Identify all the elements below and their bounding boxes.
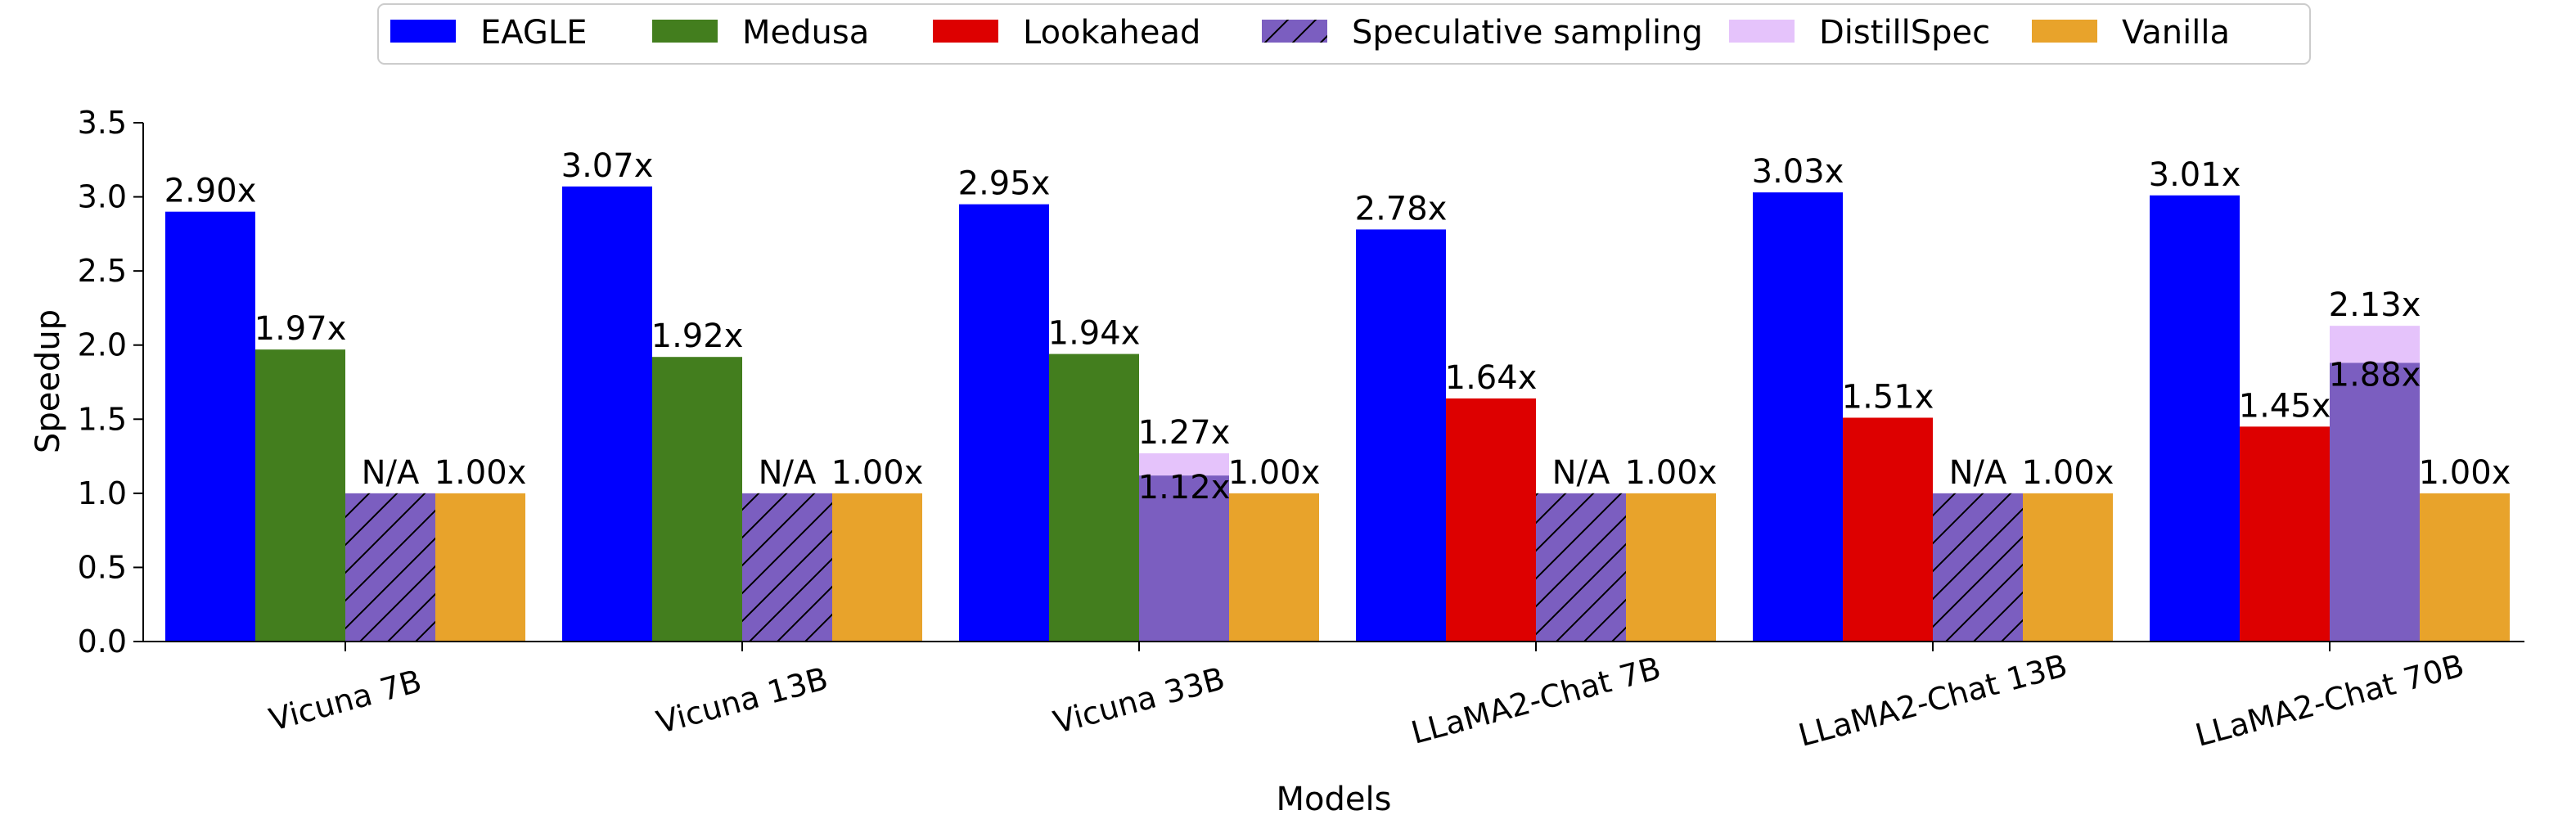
bar-hatch-llama2-chat-7b [1536,493,1626,642]
x-tick-label-llama2-chat-13b: LLaMA2-Chat 13B [1795,647,2070,754]
x-tick-label-vicuna-7b: Vicuna 7B [265,663,425,738]
legend-label-eagle: EAGLE [480,14,588,52]
data-label-vicuna-7b-vanilla: 1.00x [435,454,527,492]
legend-item-distillspec: DistillSpec [1729,14,1990,52]
bar-llama2-chat-70b-lookahead [2240,426,2330,642]
bar-llama2-chat-7b-lookahead [1446,398,1536,642]
legend-label-medusa: Medusa [742,14,869,52]
x-tick-label-llama2-chat-70b: LLaMA2-Chat 70B [2191,647,2467,754]
data-label-vicuna-33b-medusa: 1.94x [1048,315,1141,353]
data-label-llama2-chat-70b-speculative-sampling: 1.88x [2329,356,2421,394]
bar-llama2-chat-13b-eagle [1753,192,1843,642]
data-label-vicuna-7b-medusa: 1.97x [254,310,347,348]
data-label-vicuna-33b-distillspec: 1.27x [1138,414,1231,452]
y-tick-label: 2.5 [78,253,127,289]
legend-label-lookahead: Lookahead [1023,14,1200,52]
y-axis-title: Speedup [29,309,67,453]
data-label-llama2-chat-7b-speculative-sampling: N/A [1552,454,1610,492]
legend-item-eagle: EAGLE [390,14,588,52]
data-label-llama2-chat-7b-vanilla: 1.00x [1625,454,1718,492]
plot-area: 2.90x 1.97x N/A 1.00x 3.07x 1.92x N/A 1.00x 2.95… [78,105,2524,754]
legend-swatch-distillspec [1729,20,1795,43]
bar-llama2-chat-70b-vanilla [2420,493,2510,642]
data-label-llama2-chat-70b-eagle: 3.01x [2149,156,2241,194]
bar-llama2-chat-70b-speculative-sampling [2330,362,2420,642]
data-label-llama2-chat-70b-distillspec: 2.13x [2329,286,2421,324]
legend-swatch-vanilla [2032,20,2097,43]
legend-item-lookahead: Lookahead [933,14,1200,52]
bar-vicuna-33b-medusa [1049,353,1139,642]
bar-llama2-chat-70b-eagle [2150,195,2240,642]
data-label-vicuna-33b-speculative-sampling: 1.12x [1138,469,1231,507]
x-axis-title: Models [1277,781,1392,818]
bar-llama2-chat-7b-vanilla [1626,493,1716,642]
data-label-vicuna-13b-medusa: 1.92x [651,317,744,355]
legend-label-distillspec: DistillSpec [1819,14,1990,52]
legend-frame [377,3,2311,65]
bar-llama2-chat-70b-distillspec [2330,326,2420,363]
y-tick-label: 3.0 [78,179,127,215]
bar-llama2-chat-13b-lookahead [1843,417,1933,642]
legend-swatch-lookahead [933,20,998,43]
bar-vicuna-13b-vanilla [832,493,922,642]
bar-llama2-chat-7b-eagle [1356,229,1446,642]
data-label-llama2-chat-13b-speculative-sampling: N/A [1949,454,2007,492]
x-tick-label-vicuna-33b: Vicuna 33B [1050,660,1229,741]
bar-vicuna-33b-speculative-sampling [1139,475,1229,642]
bar-hatch-vicuna-7b [345,493,435,642]
data-label-vicuna-33b-eagle: 2.95x [958,165,1051,203]
data-label-vicuna-13b-vanilla: 1.00x [831,454,924,492]
legend-item-vanilla: Vanilla [2032,14,2230,52]
bar-hatch-llama2-chat-13b [1933,493,2023,642]
bars [165,186,2510,642]
x-tick-label-vicuna-13b: Vicuna 13B [653,660,832,741]
data-label-llama2-chat-13b-lookahead: 1.51x [1842,378,1934,416]
y-tick-label: 2.0 [78,327,127,363]
data-labels: 2.90x 1.97x N/A 1.00x 3.07x 1.92x N/A 1.00x 2.95… [164,147,2511,507]
data-label-vicuna-7b-eagle: 2.90x [164,173,257,210]
y-tick-label: 1.0 [78,475,127,511]
data-label-llama2-chat-13b-vanilla: 1.00x [2022,454,2114,492]
y-tick-label: 1.5 [78,401,127,437]
legend-item-speculative-sampling: Speculative sampling [1262,14,1703,52]
legend-label-vanilla: Vanilla [2122,14,2230,52]
data-label-llama2-chat-7b-lookahead: 1.64x [1445,359,1538,397]
legend-label-speculative-sampling: Speculative sampling [1352,14,1703,52]
bar-llama2-chat-13b-vanilla [2023,493,2113,642]
data-label-llama2-chat-70b-lookahead: 1.45x [2239,387,2331,425]
data-label-vicuna-13b-eagle: 3.07x [561,147,654,185]
bar-vicuna-33b-vanilla [1229,493,1319,642]
data-label-vicuna-13b-speculative-sampling: N/A [759,454,817,492]
bar-vicuna-33b-eagle [959,204,1049,642]
data-label-vicuna-7b-speculative-sampling: N/A [362,454,420,492]
data-label-llama2-chat-70b-vanilla: 1.00x [2419,454,2511,492]
bar-vicuna-13b-eagle [562,186,652,642]
y-tick-label: 0.0 [78,624,127,660]
bar-vicuna-7b-eagle [165,211,255,642]
bar-hatch-vicuna-13b [742,493,832,642]
data-label-llama2-chat-13b-eagle: 3.03x [1752,153,1844,191]
legend-swatch-eagle [390,20,456,43]
x-axis: Vicuna 7B Vicuna 13B Vicuna 33B LLaMA2-Chat… [142,641,2524,754]
data-label-vicuna-33b-vanilla: 1.00x [1228,454,1321,492]
x-tick-label-llama2-chat-7b: LLaMA2-Chat 7B [1407,650,1664,751]
bar-vicuna-33b-distillspec [1139,453,1229,476]
legend-item-medusa: Medusa [652,14,869,52]
legend-swatch-hatch [1262,20,1327,43]
y-tick-label: 0.5 [78,549,127,585]
data-label-llama2-chat-7b-eagle: 2.78x [1355,190,1448,227]
y-axis: 0.0 0.5 1.0 1.5 2.0 2.5 3.0 3.5 [78,105,144,660]
bar-vicuna-7b-vanilla [435,493,525,642]
bar-vicuna-7b-medusa [255,349,345,642]
legend-swatch-medusa [652,20,718,43]
bar-vicuna-13b-medusa [652,357,742,642]
legend: EAGLE Medusa Lookahead Speculative sampling… [377,3,2311,65]
y-tick-label: 3.5 [78,105,127,141]
